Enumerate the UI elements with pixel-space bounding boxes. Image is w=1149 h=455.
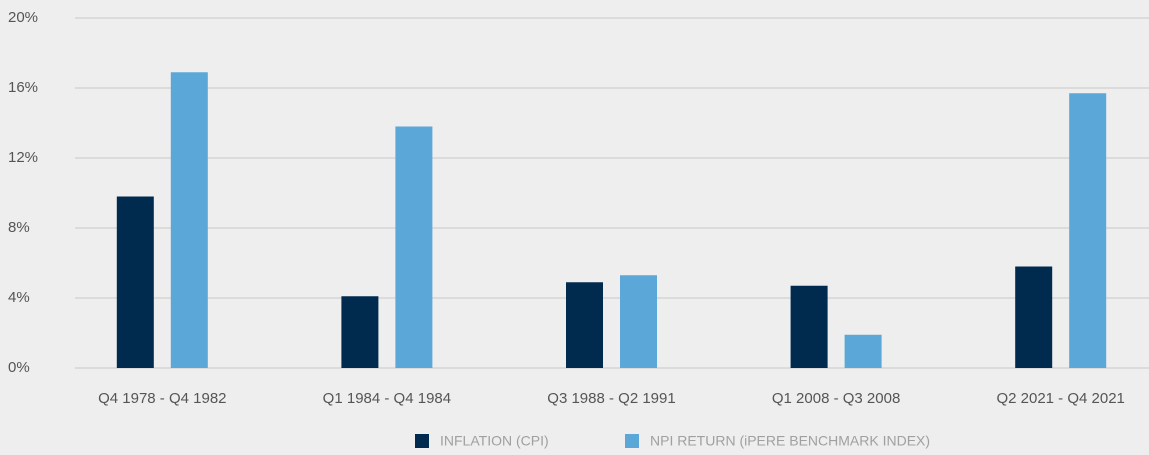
legend-label: INFLATION (CPI) — [440, 433, 549, 449]
bar — [1015, 266, 1053, 368]
bar — [844, 334, 882, 368]
legend-swatch — [415, 434, 429, 448]
x-tick-label: Q2 2021 - Q4 2021 — [996, 390, 1124, 407]
legend-swatch — [625, 434, 639, 448]
y-tick-label: 4% — [8, 289, 30, 306]
bar — [395, 126, 433, 368]
y-tick-label: 12% — [8, 149, 38, 166]
bar — [620, 275, 657, 368]
x-tick-label: Q3 1988 - Q2 1991 — [547, 390, 675, 407]
x-tick-label: Q1 2008 - Q3 2008 — [772, 390, 900, 407]
y-tick-label: 16% — [8, 79, 38, 96]
bar — [341, 296, 379, 368]
x-tick-label: Q1 1984 - Q4 1984 — [323, 390, 451, 407]
y-tick-label: 0% — [8, 359, 30, 376]
bar — [1069, 93, 1107, 368]
bar — [566, 282, 603, 368]
bar — [170, 72, 208, 368]
y-tick-label: 20% — [8, 9, 38, 26]
bar — [790, 285, 828, 368]
x-tick-label: Q4 1978 - Q4 1982 — [98, 390, 226, 407]
y-tick-label: 8% — [8, 219, 30, 236]
legend-label: NPI RETURN (iPERE BENCHMARK INDEX) — [650, 433, 930, 449]
bar — [116, 196, 154, 368]
